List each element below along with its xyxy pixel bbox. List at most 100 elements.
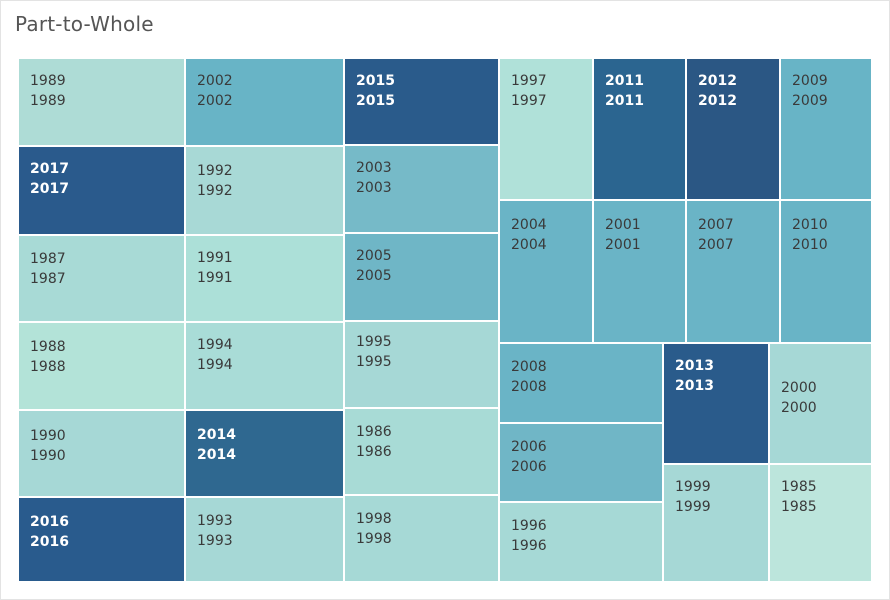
tile-category: 1992 — [197, 163, 233, 179]
tile-label: 2007 2007 — [698, 215, 734, 255]
tile-label: 2015 2015 — [356, 71, 395, 111]
tile-category: 1993 — [197, 513, 233, 529]
treemap-tile-2001[interactable]: 2001 2001 — [593, 200, 686, 343]
treemap-tile-1993[interactable]: 1993 1993 — [185, 497, 344, 582]
tile-value: 2012 — [698, 93, 737, 109]
tile-label: 1989 1989 — [30, 71, 66, 111]
tile-value: 1985 — [781, 499, 817, 515]
tile-category: 1994 — [197, 337, 233, 353]
tile-label: 2013 2013 — [675, 356, 714, 396]
tile-category: 2011 — [605, 73, 644, 89]
tile-value: 2007 — [698, 237, 734, 253]
treemap-tile-2005[interactable]: 2005 2005 — [344, 233, 499, 321]
treemap-tile-2006[interactable]: 2006 2006 — [499, 423, 663, 502]
tile-value: 2008 — [511, 379, 547, 395]
tile-label: 1991 1991 — [197, 248, 233, 288]
treemap-tile-1988[interactable]: 1988 1988 — [18, 322, 185, 410]
treemap-tile-1985[interactable]: 1985 1985 — [769, 464, 872, 582]
treemap-tile-1999[interactable]: 1999 1999 — [663, 464, 769, 582]
tile-label: 2008 2008 — [511, 357, 547, 397]
tile-category: 2000 — [781, 380, 817, 396]
tile-category: 1989 — [30, 73, 66, 89]
tile-value: 1994 — [197, 357, 233, 373]
tile-label: 1999 1999 — [675, 477, 711, 517]
treemap-tile-1991[interactable]: 1991 1991 — [185, 235, 344, 322]
tile-category: 1997 — [511, 73, 547, 89]
tile-value: 2004 — [511, 237, 547, 253]
tile-category: 2014 — [197, 427, 236, 443]
tile-label: 1988 1988 — [30, 337, 66, 377]
treemap-tile-1992[interactable]: 1992 1992 — [185, 146, 344, 235]
tile-value: 1996 — [511, 538, 547, 554]
treemap-tile-2000[interactable]: 2000 2000 — [769, 343, 872, 464]
treemap-tile-1996[interactable]: 1996 1996 — [499, 502, 663, 582]
tile-label: 1995 1995 — [356, 332, 392, 372]
tile-value: 2009 — [792, 93, 828, 109]
tile-label: 2011 2011 — [605, 71, 644, 111]
tile-category: 2002 — [197, 73, 233, 89]
treemap-tile-2013[interactable]: 2013 2013 — [663, 343, 769, 464]
tile-label: 1986 1986 — [356, 422, 392, 462]
treemap-tile-1987[interactable]: 1987 1987 — [18, 235, 185, 322]
treemap-tile-1998[interactable]: 1998 1998 — [344, 495, 499, 582]
tile-category: 1996 — [511, 518, 547, 534]
tile-label: 1990 1990 — [30, 426, 66, 466]
tile-category: 1988 — [30, 339, 66, 355]
chart-title: Part-to-Whole — [15, 12, 154, 36]
tile-value: 2015 — [356, 93, 395, 109]
tile-value: 1997 — [511, 93, 547, 109]
tile-category: 1995 — [356, 334, 392, 350]
treemap-tile-1995[interactable]: 1995 1995 — [344, 321, 499, 408]
tile-value: 1991 — [197, 270, 233, 286]
tile-label: 1992 1992 — [197, 161, 233, 201]
treemap-tile-2011[interactable]: 2011 2011 — [593, 58, 686, 200]
tile-category: 2017 — [30, 161, 69, 177]
treemap-tile-2014[interactable]: 2014 2014 — [185, 410, 344, 497]
tile-label: 2010 2010 — [792, 215, 828, 255]
tile-label: 1993 1993 — [197, 511, 233, 551]
treemap-tile-2007[interactable]: 2007 2007 — [686, 200, 780, 343]
treemap-tile-2009[interactable]: 2009 2009 — [780, 58, 872, 200]
tile-label: 2002 2002 — [197, 71, 233, 111]
tile-value: 2003 — [356, 180, 392, 196]
treemap-tile-1994[interactable]: 1994 1994 — [185, 322, 344, 410]
treemap-tile-2008[interactable]: 2008 2008 — [499, 343, 663, 423]
tile-value: 2013 — [675, 378, 714, 394]
tile-label: 2000 2000 — [781, 378, 817, 418]
treemap-tile-1986[interactable]: 1986 1986 — [344, 408, 499, 495]
tile-label: 2001 2001 — [605, 215, 641, 255]
tile-value: 1988 — [30, 359, 66, 375]
tile-label: 2005 2005 — [356, 246, 392, 286]
treemap-tile-2002[interactable]: 2002 2002 — [185, 58, 344, 146]
tile-category: 2016 — [30, 514, 69, 530]
tile-label: 2016 2016 — [30, 512, 69, 552]
tile-value: 1995 — [356, 354, 392, 370]
tile-label: 2017 2017 — [30, 159, 69, 199]
treemap-tile-2017[interactable]: 2017 2017 — [18, 146, 185, 235]
tile-category: 2013 — [675, 358, 714, 374]
tile-category: 1986 — [356, 424, 392, 440]
treemap-tile-1997[interactable]: 1997 1997 — [499, 58, 593, 200]
tile-category: 1998 — [356, 511, 392, 527]
tile-label: 1997 1997 — [511, 71, 547, 111]
treemap-tile-2010[interactable]: 2010 2010 — [780, 200, 872, 343]
tile-label: 2009 2009 — [792, 71, 828, 111]
tile-value: 2000 — [781, 400, 817, 416]
treemap-tile-1989[interactable]: 1989 1989 — [18, 58, 185, 146]
treemap-tile-2003[interactable]: 2003 2003 — [344, 145, 499, 233]
treemap-tile-1990[interactable]: 1990 1990 — [18, 410, 185, 497]
tile-value: 1987 — [30, 271, 66, 287]
tile-value: 1989 — [30, 93, 66, 109]
treemap-tile-2004[interactable]: 2004 2004 — [499, 200, 593, 343]
tile-label: 2014 2014 — [197, 425, 236, 465]
tile-category: 2006 — [511, 439, 547, 455]
tile-label: 2006 2006 — [511, 437, 547, 477]
treemap-tile-2016[interactable]: 2016 2016 — [18, 497, 185, 582]
tile-value: 2006 — [511, 459, 547, 475]
tile-category: 1999 — [675, 479, 711, 495]
treemap-tile-2012[interactable]: 2012 2012 — [686, 58, 780, 200]
treemap-tile-2015[interactable]: 2015 2015 — [344, 58, 499, 145]
tile-category: 2009 — [792, 73, 828, 89]
tile-value: 2010 — [792, 237, 828, 253]
